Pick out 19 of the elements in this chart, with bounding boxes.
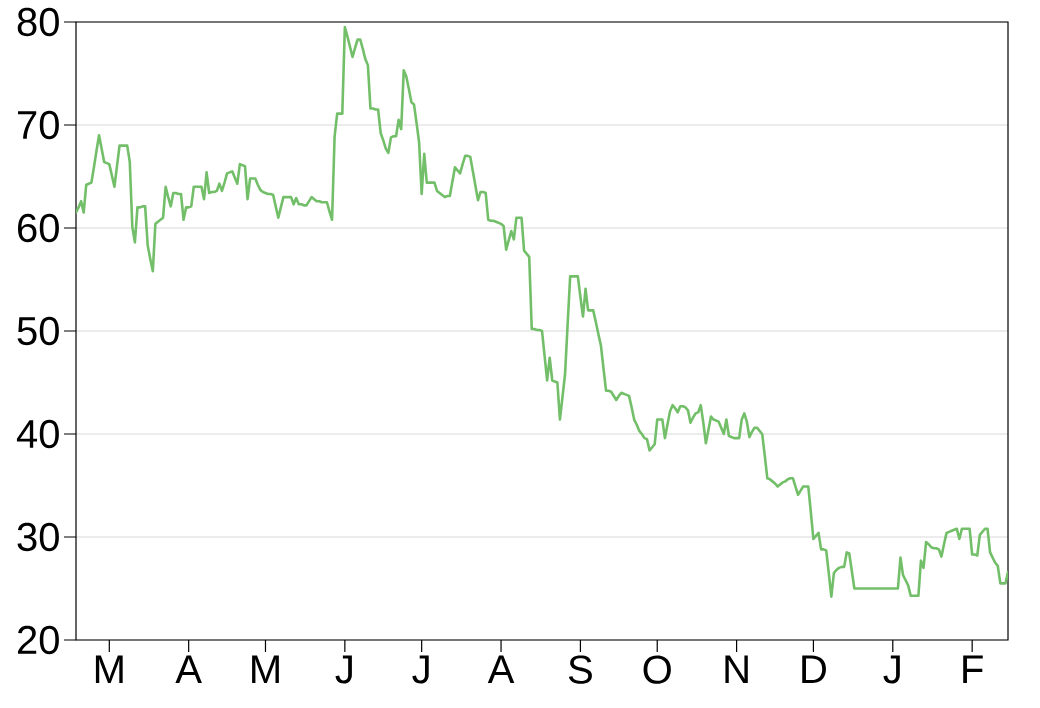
x-tick-label: D (802, 655, 826, 684)
y-tick-label: 80 (17, 7, 59, 37)
y-tick-label: 20 (17, 625, 59, 655)
x-tick-label: J (335, 655, 352, 684)
y-tick-label: 30 (17, 522, 59, 552)
y-tick-label: 40 (16, 419, 59, 449)
x-tick-label: J (412, 655, 429, 684)
y-tick-label: 60 (18, 213, 59, 243)
x-tick-label: F (963, 655, 983, 684)
x-tick-label: S (568, 655, 592, 684)
x-tick-label: A (487, 655, 515, 684)
x-tick-label: N (725, 655, 748, 684)
x-tick-label: M (252, 655, 279, 684)
y-tick-label: 70 (18, 110, 59, 140)
x-tick-label: A (175, 655, 202, 684)
x-tick-label: M (95, 655, 123, 684)
x-tick-label: J (883, 655, 900, 684)
x-tick-label: O (643, 655, 671, 684)
y-tick-label: 50 (17, 316, 59, 346)
